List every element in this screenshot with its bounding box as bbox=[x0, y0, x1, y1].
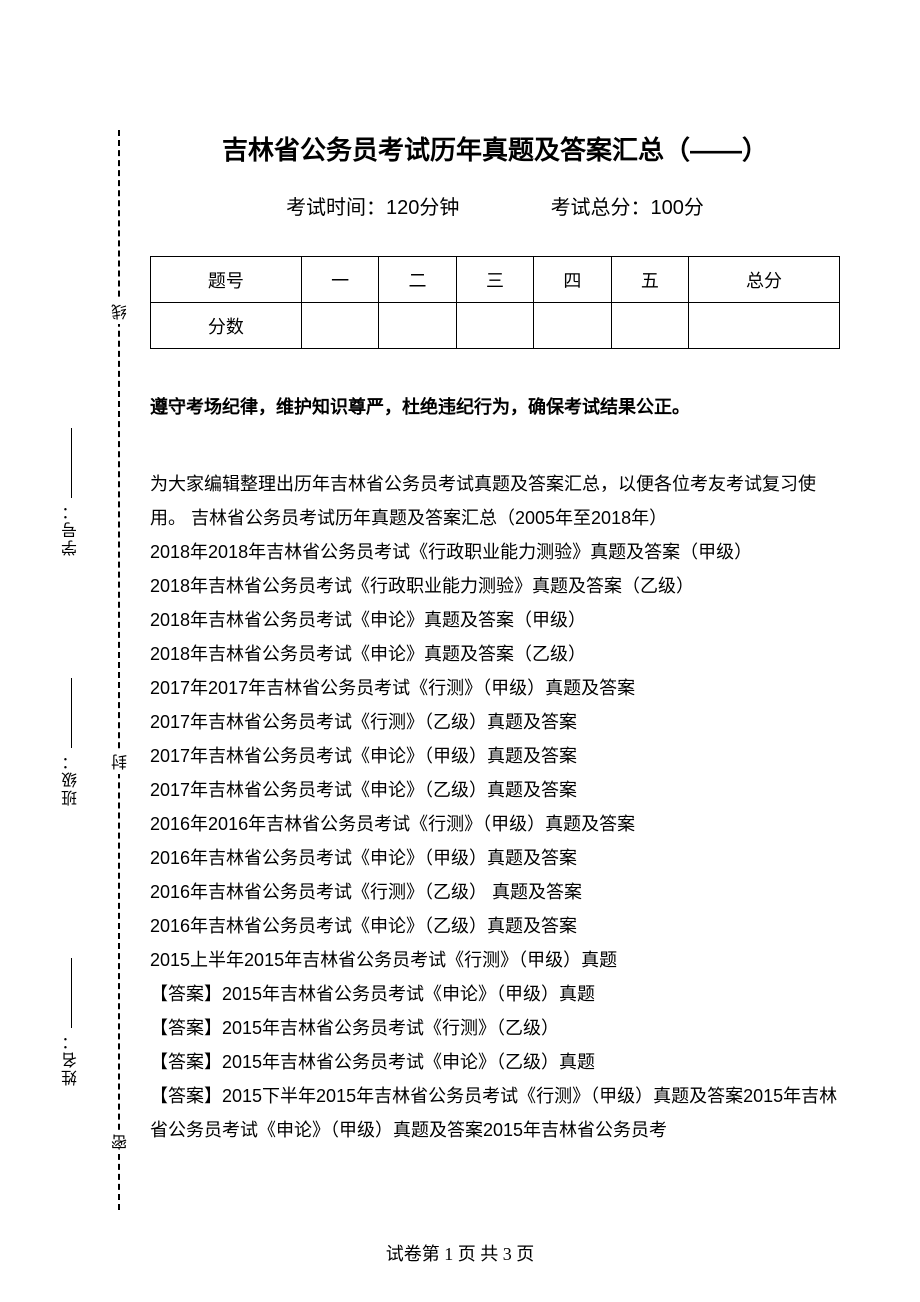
body-line: 2017年吉林省公务员考试《申论》（乙级）真题及答案 bbox=[150, 773, 840, 807]
exam-page: 密 封 线 姓名： 班级： 学号： 吉林省公务员考试历年真题及答案汇总（——） … bbox=[0, 0, 920, 1302]
th-total: 总分 bbox=[689, 257, 840, 303]
seal-label-xian: 线 bbox=[110, 300, 134, 324]
body-line: 为大家编辑整理出历年吉林省公务员考试真题及答案汇总，以便各位考友考试复习使用。 … bbox=[150, 467, 840, 535]
td-cell bbox=[379, 303, 456, 349]
class-field: 班级： bbox=[60, 670, 84, 810]
id-underline bbox=[72, 428, 73, 498]
body-line: 2018年吉林省公务员考试《申论》真题及答案（乙级） bbox=[150, 637, 840, 671]
exam-total: 考试总分：100分 bbox=[551, 197, 704, 219]
body-line: 2017年吉林省公务员考试《申论》（甲级）真题及答案 bbox=[150, 739, 840, 773]
td-cell bbox=[689, 303, 840, 349]
seal-label-mi: 密 bbox=[110, 1130, 134, 1154]
id-label: 学号： bbox=[63, 502, 80, 556]
body-line: 2017年2017年吉林省公务员考试《行测》（甲级）真题及答案 bbox=[150, 671, 840, 705]
body-line: 2016年吉林省公务员考试《行测》（乙级） 真题及答案 bbox=[150, 875, 840, 909]
name-label: 姓名： bbox=[63, 1032, 80, 1086]
seal-label-feng: 封 bbox=[110, 750, 134, 774]
body-line: 2018年2018年吉林省公务员考试《行政职业能力测验》真题及答案（甲级） bbox=[150, 535, 840, 569]
content-body: 为大家编辑整理出历年吉林省公务员考试真题及答案汇总，以便各位考友考试复习使用。 … bbox=[150, 467, 840, 1147]
class-label: 班级： bbox=[63, 752, 80, 806]
th-col: 三 bbox=[456, 257, 533, 303]
exam-info-line: 考试时间：120分钟 考试总分：100分 bbox=[150, 191, 840, 220]
body-line: 【答案】2015年吉林省公务员考试《申论》（乙级）真题 bbox=[150, 1045, 840, 1079]
page-title: 吉林省公务员考试历年真题及答案汇总（——） bbox=[150, 130, 840, 167]
td-cell bbox=[534, 303, 611, 349]
id-field: 学号： bbox=[60, 420, 84, 560]
class-underline bbox=[72, 678, 73, 748]
page-footer: 试卷第 1 页 共 3 页 bbox=[0, 1240, 920, 1266]
body-line: 2017年吉林省公务员考试《行测》（乙级）真题及答案 bbox=[150, 705, 840, 739]
body-line: 2016年吉林省公务员考试《申论》（乙级）真题及答案 bbox=[150, 909, 840, 943]
td-cell bbox=[301, 303, 378, 349]
td-cell bbox=[456, 303, 533, 349]
td-label: 分数 bbox=[151, 303, 302, 349]
th-label: 题号 bbox=[151, 257, 302, 303]
score-table: 题号 一 二 三 四 五 总分 分数 bbox=[150, 256, 840, 349]
body-line: 【答案】2015下半年2015年吉林省公务员考试《行测》（甲级）真题及答案201… bbox=[150, 1079, 840, 1147]
table-row: 分数 bbox=[151, 303, 840, 349]
exam-notice: 遵守考场纪律，维护知识尊严，杜绝违纪行为，确保考试结果公正。 bbox=[150, 393, 840, 419]
exam-time: 考试时间：120分钟 bbox=[286, 197, 459, 219]
body-line: 【答案】2015年吉林省公务员考试《申论》（甲级）真题 bbox=[150, 977, 840, 1011]
body-line: 2018年吉林省公务员考试《行政职业能力测验》真题及答案（乙级） bbox=[150, 569, 840, 603]
body-line: 2016年2016年吉林省公务员考试《行测》（甲级）真题及答案 bbox=[150, 807, 840, 841]
dashed-seal-line bbox=[118, 130, 120, 1210]
name-underline bbox=[72, 958, 73, 1028]
body-line: 2018年吉林省公务员考试《申论》真题及答案（甲级） bbox=[150, 603, 840, 637]
td-cell bbox=[611, 303, 688, 349]
binding-sidebar: 密 封 线 姓名： 班级： 学号： bbox=[60, 130, 140, 1210]
body-line: 2015上半年2015年吉林省公务员考试《行测》（甲级）真题 bbox=[150, 943, 840, 977]
name-field: 姓名： bbox=[60, 950, 84, 1090]
th-col: 五 bbox=[611, 257, 688, 303]
th-col: 一 bbox=[301, 257, 378, 303]
th-col: 二 bbox=[379, 257, 456, 303]
table-row: 题号 一 二 三 四 五 总分 bbox=[151, 257, 840, 303]
th-col: 四 bbox=[534, 257, 611, 303]
body-line: 【答案】2015年吉林省公务员考试《行测》（乙级） bbox=[150, 1011, 840, 1045]
body-line: 2016年吉林省公务员考试《申论》（甲级）真题及答案 bbox=[150, 841, 840, 875]
